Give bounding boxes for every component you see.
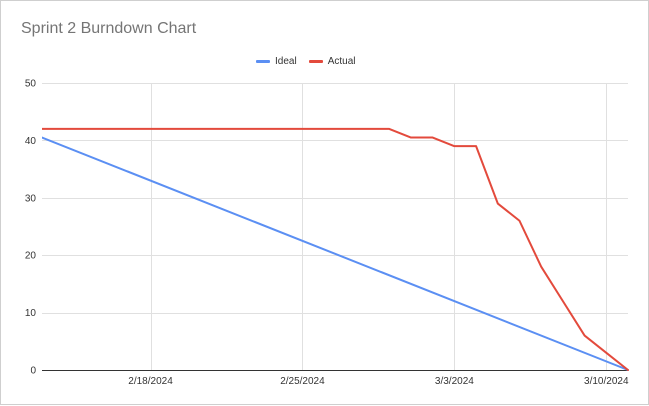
grid-layer — [42, 83, 628, 370]
series-line-actual[interactable] — [20, 127, 629, 371]
tick-label-layer: 0 10 20 30 40 50 2/18/2024 2/25/2024 3/3/2024 3/1… — [25, 79, 629, 388]
legend-label-ideal: Ideal — [275, 56, 297, 67]
chart-title: Sprint 2 Burndown Chart — [21, 20, 197, 37]
series-line-ideal[interactable] — [20, 129, 629, 371]
legend-swatch-ideal — [256, 60, 270, 63]
legend-label-actual: Actual — [327, 56, 356, 67]
y-tick-label: 20 — [25, 251, 37, 262]
series-layer — [20, 127, 629, 371]
y-tick-label: 40 — [25, 136, 37, 147]
y-tick-label: 30 — [25, 193, 37, 204]
legend-swatch-actual — [308, 60, 323, 63]
chart-legend: Ideal Actual — [256, 56, 367, 67]
x-tick-label: 2/25/2024 — [280, 376, 325, 387]
x-tick-label: 2/18/2024 — [128, 376, 173, 387]
x-tick-label: 3/3/2024 — [435, 376, 474, 387]
y-tick-label: 50 — [25, 79, 37, 90]
legend-item-actual[interactable]: Actual — [308, 56, 356, 67]
y-tick-label: 10 — [25, 308, 37, 319]
legend-item-ideal[interactable]: Ideal — [256, 56, 297, 67]
y-tick-label: 0 — [30, 366, 36, 377]
x-tick-label: 3/10/2024 — [584, 376, 629, 387]
